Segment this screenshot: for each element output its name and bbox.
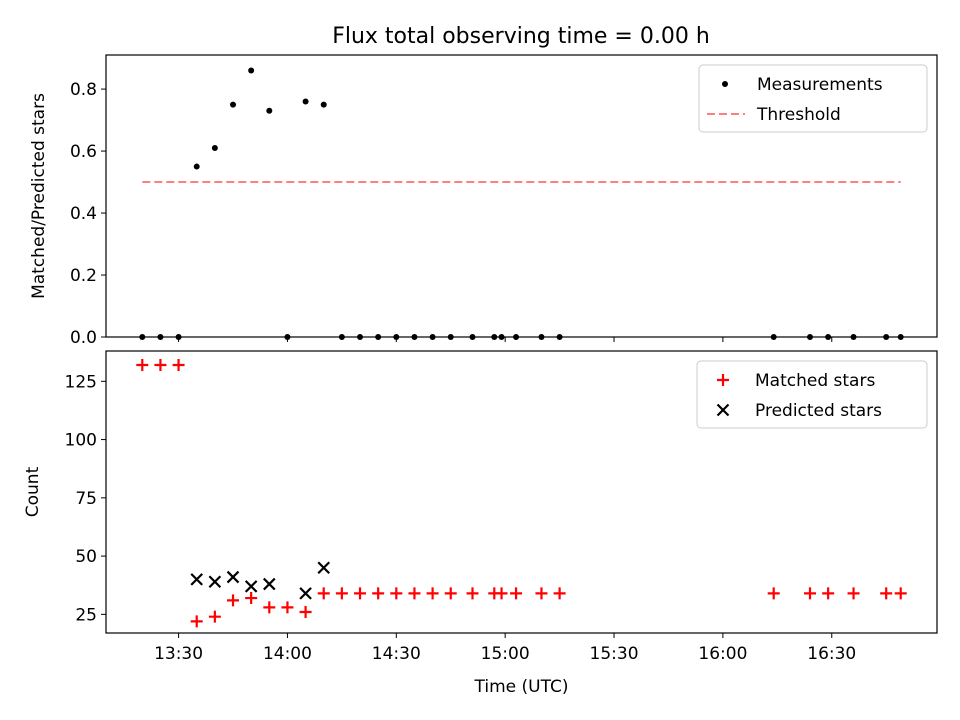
legend-measurement-swatch <box>722 81 728 87</box>
measurement-point <box>266 107 273 114</box>
matched-star-point <box>847 587 860 600</box>
matched-star-point <box>466 587 479 600</box>
predicted-star-point <box>263 577 276 591</box>
matched-star-point <box>880 587 893 600</box>
measurement-point <box>320 101 327 108</box>
legend-label: Measurements <box>757 75 883 95</box>
legend-label: Predicted stars <box>755 401 882 421</box>
matched-star-point <box>495 587 508 600</box>
matched-star-point <box>372 587 385 600</box>
legend-label: Matched stars <box>755 371 875 391</box>
matched-star-point <box>803 587 816 600</box>
matched-star-point <box>335 587 348 600</box>
matched-star-point <box>263 601 276 614</box>
y-tick-label: 0.6 <box>70 142 97 162</box>
legend-matched-swatch <box>717 374 729 386</box>
predicted-star-point <box>299 587 312 600</box>
matched-star-point <box>408 587 421 600</box>
y-axis-label: Count <box>23 466 43 517</box>
y-tick-label: 0.4 <box>70 204 97 224</box>
legend-box <box>696 360 928 429</box>
y-tick-label: 50 <box>75 547 97 567</box>
x-tick-label: 16:30 <box>807 644 856 664</box>
matched-star-point <box>535 587 548 600</box>
chart-title: Flux total observing time = 0.00 h <box>332 24 710 49</box>
matched-star-point <box>190 615 203 628</box>
x-tick-label: 13:30 <box>154 644 203 664</box>
axes-frame <box>105 350 938 634</box>
legend-predicted-swatch <box>716 403 730 417</box>
measurement-point <box>302 98 309 105</box>
measurement-point <box>193 163 200 170</box>
plot-layer: 0.0 0.2 0.4 0.6 0.8 Matched/Predicted stars Me… <box>23 54 938 697</box>
x-axis-label: Time (UTC) <box>474 677 569 697</box>
matched-star-point <box>227 594 240 607</box>
predicted-star-point <box>244 580 258 593</box>
matched-star-point <box>767 587 780 600</box>
matched-star-point <box>426 587 439 600</box>
y-tick-label: 0.8 <box>70 80 97 100</box>
matched-star-point <box>317 587 330 600</box>
y-axis-label: Matched/Predicted stars <box>29 93 49 299</box>
matched-star-point <box>281 601 294 614</box>
legend-label: Threshold <box>756 105 841 125</box>
matched-star-point <box>894 587 907 600</box>
measurement-point <box>230 101 237 108</box>
matched-star-point <box>390 587 403 600</box>
y-tick-label: 75 <box>75 489 97 509</box>
measurement-point <box>211 144 218 151</box>
matched-star-point <box>136 358 149 371</box>
y-tick-label: 25 <box>75 605 97 625</box>
legend-box <box>698 64 928 133</box>
x-tick-label: 16:00 <box>698 644 747 664</box>
matched-star-point <box>245 592 258 605</box>
matched-star-point <box>299 606 312 619</box>
predicted-star-point <box>317 561 331 575</box>
predicted-star-point <box>226 570 240 584</box>
predicted-star-point <box>208 575 222 589</box>
matched-star-point <box>354 587 367 600</box>
y-tick-label: 0.2 <box>70 266 97 286</box>
matched-star-point <box>553 587 566 600</box>
matched-star-point <box>822 587 835 600</box>
x-tick-label: 15:00 <box>481 644 530 664</box>
x-tick-label: 15:30 <box>590 644 639 664</box>
y-tick-label: 100 <box>65 431 97 451</box>
x-tick-label: 14:30 <box>372 644 421 664</box>
matched-star-point <box>172 358 185 371</box>
measurement-point <box>248 67 255 74</box>
y-tick-label: 125 <box>65 372 97 392</box>
predicted-star-point <box>190 573 203 586</box>
x-tick-label: 14:00 <box>263 644 312 664</box>
y-tick-label: 0.0 <box>70 328 97 348</box>
matched-star-point <box>208 610 221 623</box>
matched-star-point <box>154 358 167 371</box>
matched-star-point <box>510 587 523 600</box>
axes-frame <box>105 54 938 338</box>
matched-star-point <box>444 587 457 600</box>
